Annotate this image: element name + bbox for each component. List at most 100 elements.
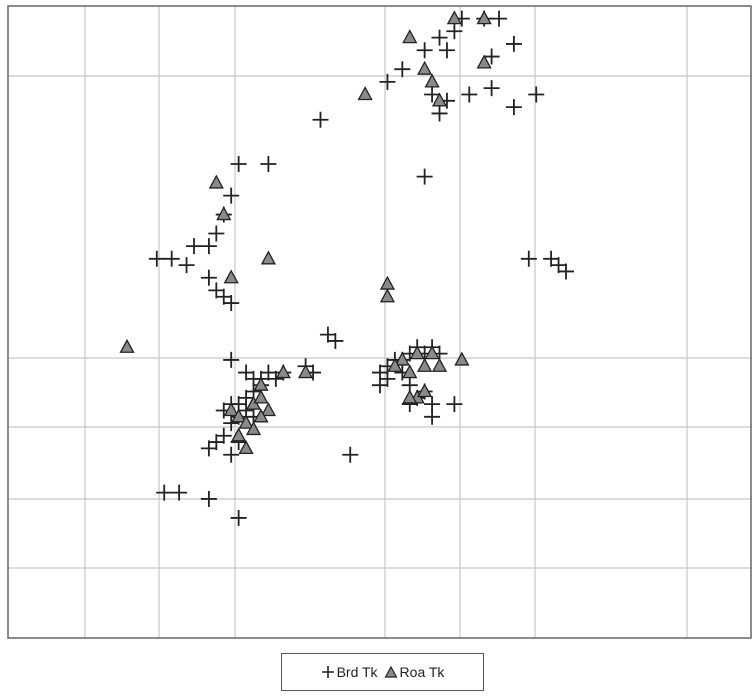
data-point-plus <box>520 250 537 267</box>
data-point-plus <box>424 408 441 425</box>
data-point-plus <box>319 326 336 343</box>
data-point-triangle <box>402 29 418 44</box>
data-point-triangle <box>417 60 433 75</box>
data-point-triangle <box>402 389 418 404</box>
data-point-plus <box>505 35 522 52</box>
data-point-plus <box>208 225 225 242</box>
data-point-plus <box>372 377 388 394</box>
data-point-triangle <box>424 73 440 88</box>
series-brd-tk <box>148 10 574 526</box>
data-point-plus <box>223 415 240 432</box>
data-point-plus <box>446 396 463 413</box>
data-point-triangle <box>260 402 276 417</box>
data-point-plus <box>223 446 240 463</box>
data-point-plus <box>424 86 441 103</box>
data-point-triangle <box>431 357 448 372</box>
data-point-plus <box>550 257 567 274</box>
data-point-triangle <box>208 174 224 189</box>
data-point-plus <box>200 490 217 507</box>
data-point-triangle <box>223 402 239 417</box>
data-point-plus <box>148 250 165 267</box>
legend-item-brd-tk: Brd Tk <box>321 664 378 680</box>
data-point-triangle <box>245 421 262 436</box>
data-point-triangle <box>231 427 247 442</box>
data-point-triangle <box>357 86 373 101</box>
data-point-plus <box>461 86 478 103</box>
plus-marker-icon <box>321 666 334 678</box>
legend-label-roa-tk: Roa Tk <box>399 664 445 680</box>
data-point-plus <box>438 42 455 59</box>
data-point-plus <box>416 42 433 59</box>
data-point-plus <box>223 351 240 368</box>
data-point-triangle <box>402 364 418 379</box>
data-point-triangle <box>253 408 269 423</box>
data-point-triangle <box>231 408 247 423</box>
data-point-plus <box>208 434 225 451</box>
data-point-plus <box>260 364 277 381</box>
data-point-triangle <box>446 10 462 25</box>
data-point-plus <box>200 238 217 255</box>
series-roa-tk <box>119 10 492 455</box>
data-point-plus <box>200 269 217 286</box>
plot-frame <box>7 5 752 639</box>
data-point-triangle <box>424 345 440 360</box>
data-point-plus <box>483 48 500 65</box>
data-point-triangle <box>216 206 232 221</box>
data-point-plus <box>342 446 359 463</box>
data-point-plus <box>431 105 448 122</box>
data-point-triangle <box>238 440 254 455</box>
data-point-triangle <box>476 54 492 69</box>
data-point-plus <box>223 187 240 204</box>
data-point-plus <box>238 364 255 381</box>
data-point-plus <box>178 257 195 274</box>
data-point-triangle <box>454 351 470 366</box>
data-point-triangle <box>238 414 254 429</box>
data-point-plus <box>379 73 396 90</box>
data-point-triangle <box>394 351 410 366</box>
data-point-plus <box>163 250 180 267</box>
data-point-plus <box>215 427 232 444</box>
data-point-plus <box>483 80 500 97</box>
data-point-plus <box>267 370 284 387</box>
data-point-triangle <box>253 376 269 391</box>
data-point-triangle <box>417 357 433 372</box>
data-point-triangle <box>409 345 425 360</box>
data-point-plus <box>215 288 232 305</box>
data-point-triangle <box>298 364 314 379</box>
data-point-plus <box>394 61 411 78</box>
triangle-marker-icon <box>384 665 398 678</box>
data-point-plus <box>505 99 522 116</box>
data-point-triangle <box>379 275 396 290</box>
data-point-plus <box>528 86 545 103</box>
data-point-plus <box>230 509 247 526</box>
data-point-plus <box>379 370 396 387</box>
data-point-plus <box>230 156 247 172</box>
data-point-plus <box>200 440 217 457</box>
data-point-triangle <box>260 250 276 265</box>
scatter-chart <box>7 5 752 639</box>
data-point-plus <box>260 156 277 172</box>
data-point-plus <box>543 250 560 267</box>
data-point-plus <box>312 111 329 128</box>
data-point-plus <box>416 168 433 185</box>
data-point-plus <box>491 10 508 27</box>
data-point-triangle <box>476 10 492 25</box>
data-point-triangle <box>253 389 269 404</box>
series-layer <box>119 10 574 526</box>
data-point-triangle <box>379 288 396 303</box>
data-point-triangle <box>223 269 239 284</box>
data-point-triangle <box>431 92 448 107</box>
data-point-triangle <box>417 383 433 398</box>
legend-item-roa-tk: Roa Tk <box>384 664 445 680</box>
data-point-plus <box>208 282 225 299</box>
data-point-plus <box>171 484 188 501</box>
grid-lines <box>8 6 752 638</box>
data-point-plus <box>223 295 240 312</box>
legend: Brd Tk Roa Tk <box>281 653 484 691</box>
legend-label-brd-tk: Brd Tk <box>336 664 378 680</box>
data-point-triangle <box>387 357 403 372</box>
data-point-plus <box>156 484 173 501</box>
data-point-triangle <box>275 364 291 379</box>
data-point-plus <box>186 238 202 255</box>
data-point-plus <box>446 23 463 40</box>
